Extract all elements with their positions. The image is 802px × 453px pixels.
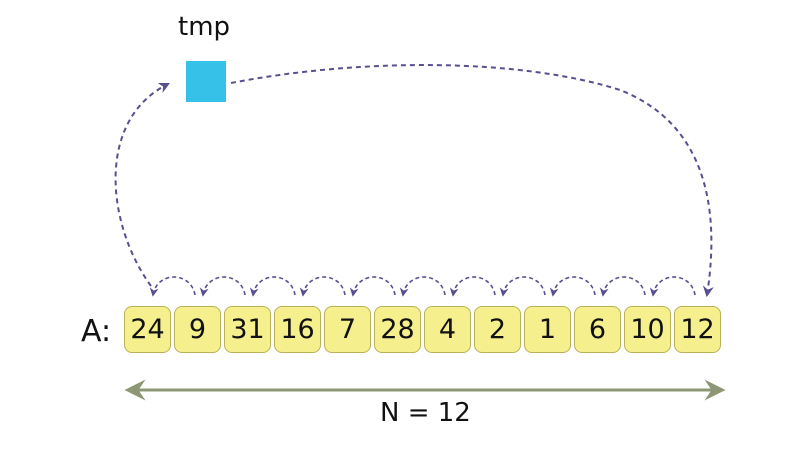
shift-left-arrow (449, 276, 496, 297)
array-label: A: (81, 314, 112, 349)
copy-first-to-tmp-arrow (114, 83, 170, 287)
shift-left-arrow (299, 276, 346, 297)
array-cell: 6 (574, 306, 621, 353)
array-cells: 24 9 31 16 7 28 4 2 1 6 10 12 (124, 306, 721, 353)
shift-left-arrow (499, 276, 546, 297)
array-cell: 31 (224, 306, 271, 353)
array-cell: 24 (124, 306, 171, 353)
tmp-label: tmp (178, 12, 231, 42)
array-cell: 7 (324, 306, 371, 353)
shift-left-arrow (199, 276, 246, 297)
tmp-box (186, 61, 226, 102)
array-cell: 10 (624, 306, 671, 353)
array-cell: 4 (424, 306, 471, 353)
array-cell: 12 (674, 306, 721, 353)
shift-left-arrow (649, 276, 696, 297)
array-cell: 28 (374, 306, 421, 353)
shift-left-arrow (549, 276, 596, 297)
array-length-label: N = 12 (380, 398, 471, 428)
array-cell: 1 (524, 306, 571, 353)
array-cell: 16 (274, 306, 321, 353)
shift-left-arrow (599, 276, 646, 297)
shift-left-arrow (349, 276, 396, 297)
shift-left-arrow (399, 276, 446, 297)
array-cell: 2 (474, 306, 521, 353)
shift-arrows (149, 276, 696, 297)
shift-left-arrow (149, 276, 196, 297)
copy-tmp-to-last-arrow (230, 64, 714, 298)
array-cell: 9 (174, 306, 221, 353)
shift-left-arrow (249, 276, 296, 297)
